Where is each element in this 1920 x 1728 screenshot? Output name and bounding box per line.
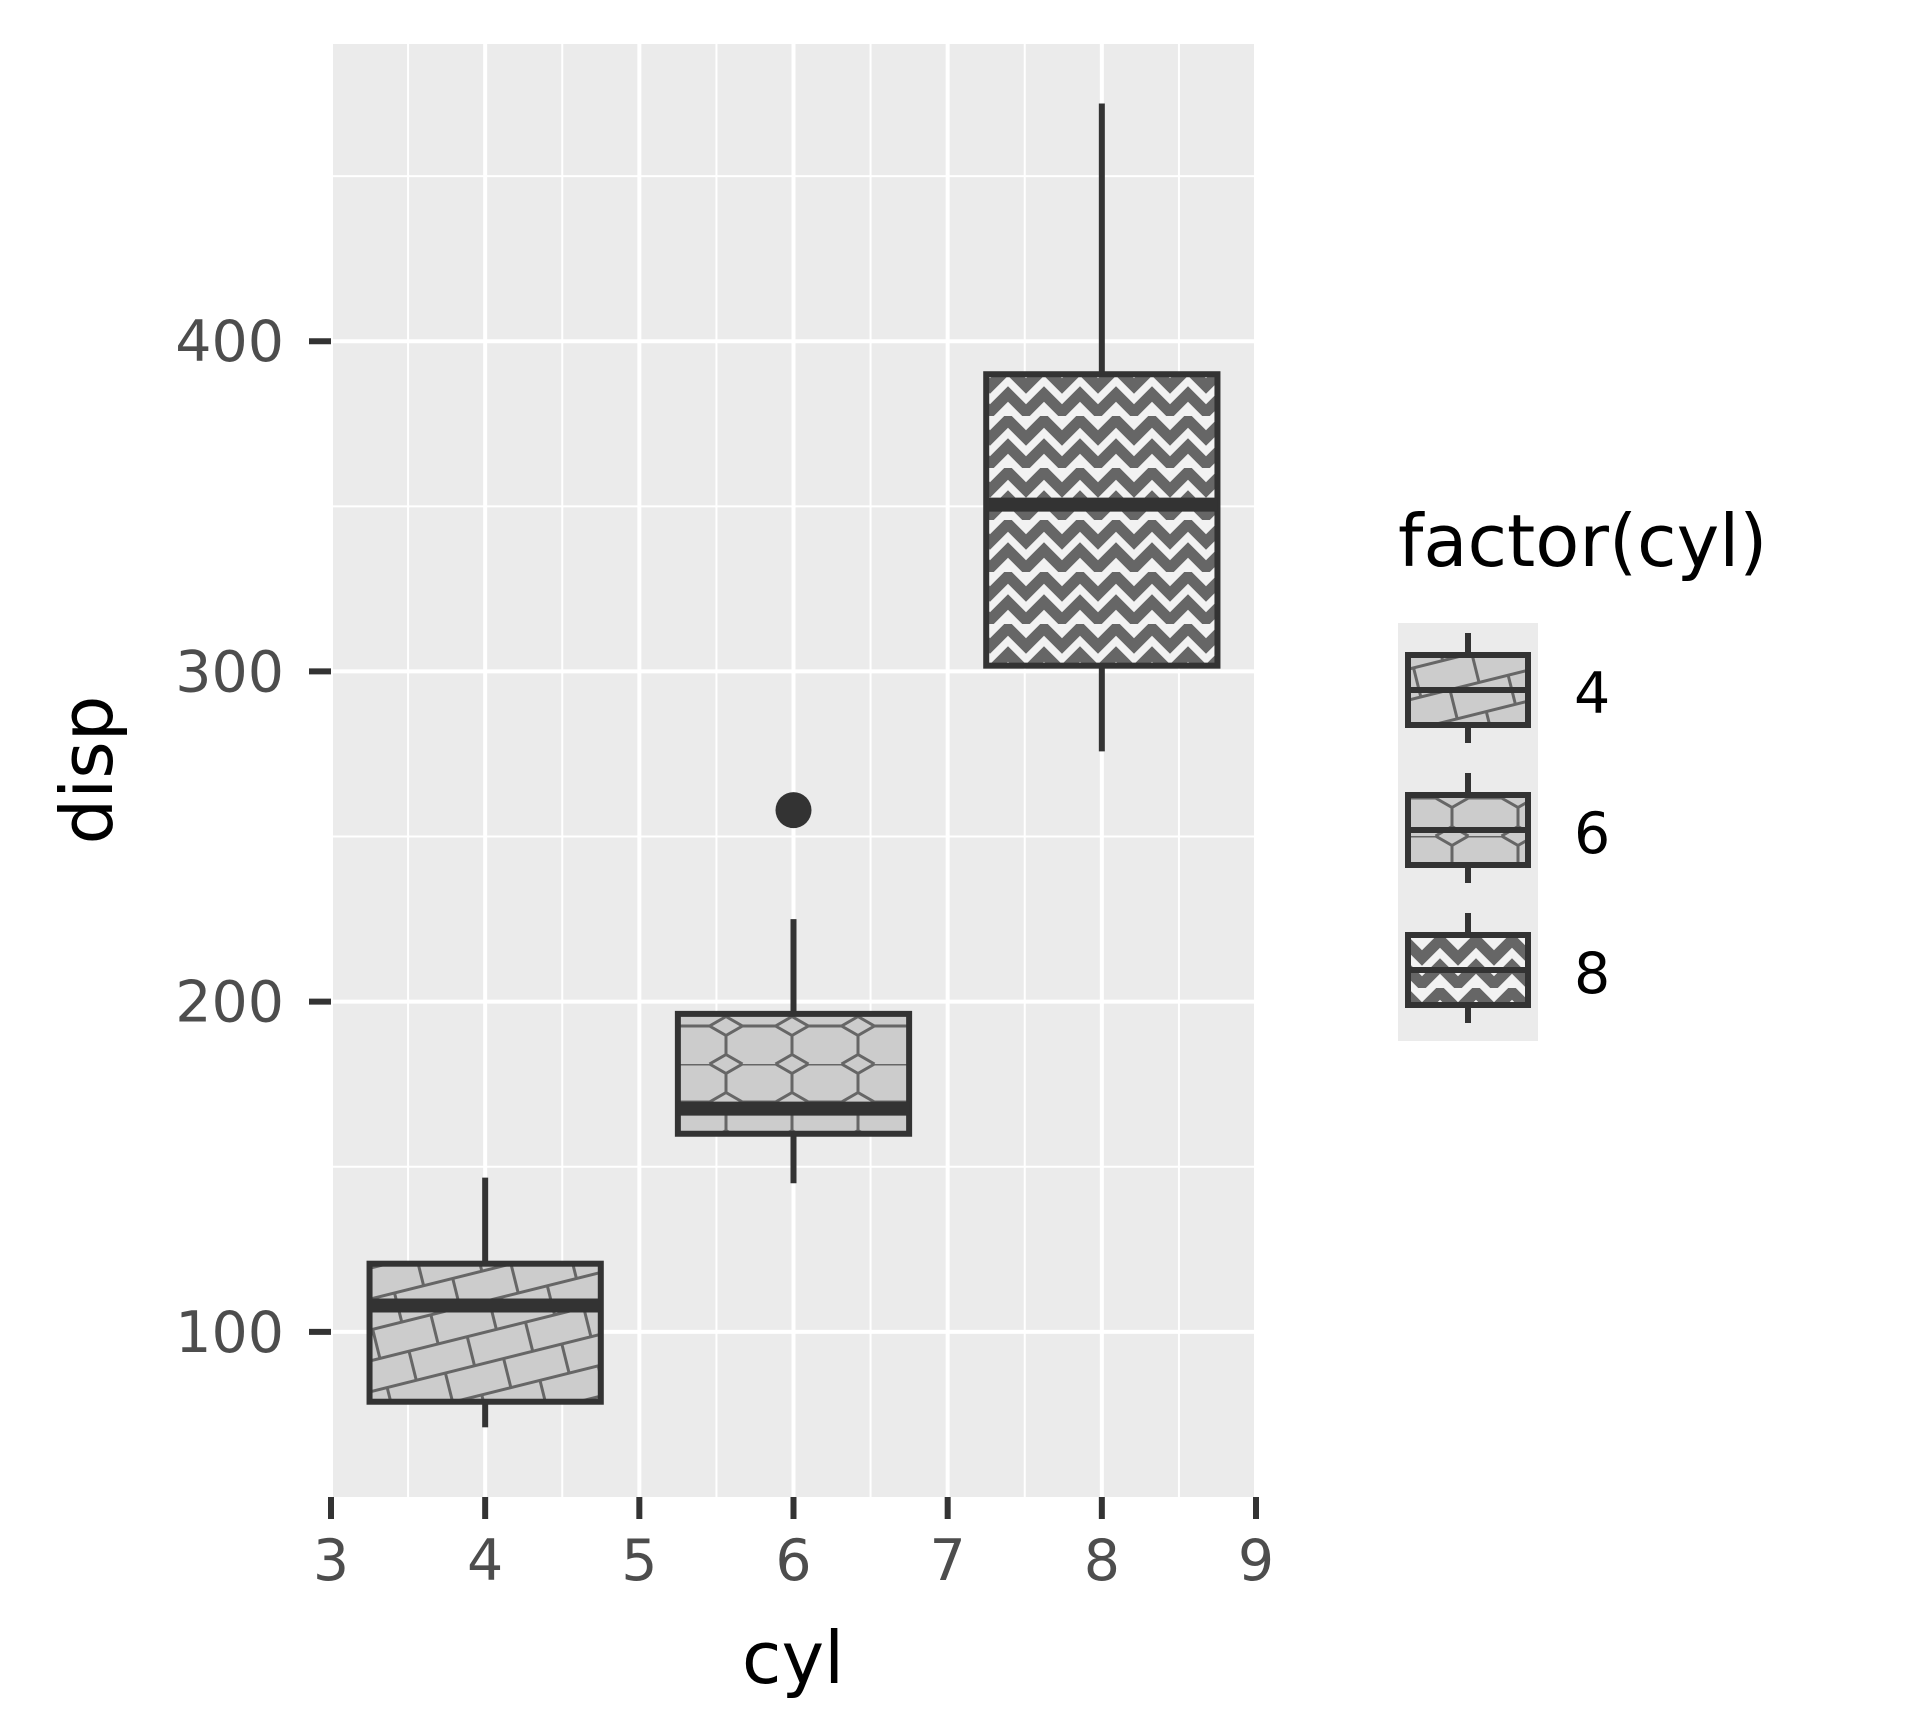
box	[674, 1010, 913, 1137]
x-axis-title: cyl	[742, 1616, 844, 1700]
y-axis: 100 200 300 400	[175, 309, 331, 1366]
legend-entry-6: 6	[1405, 773, 1610, 883]
box	[366, 1260, 604, 1405]
boxplot-series	[366, 103, 1221, 1428]
x-tick-label: 4	[467, 1528, 503, 1594]
outlier-point	[775, 792, 812, 829]
y-axis-title: disp	[45, 696, 129, 845]
legend: factor(cyl) 4 6 8	[1398, 499, 1767, 1041]
legend-label: 6	[1574, 801, 1610, 867]
y-tick-label: 400	[175, 309, 284, 375]
legend-entry-8: 8	[1405, 913, 1610, 1023]
box-group-8	[983, 103, 1221, 752]
legend-label: 4	[1574, 661, 1610, 727]
x-tick-label: 3	[313, 1528, 349, 1594]
x-tick-label: 8	[1084, 1528, 1120, 1594]
legend-label: 8	[1574, 941, 1610, 1007]
x-tick-label: 9	[1238, 1528, 1274, 1594]
x-tick-label: 6	[775, 1528, 811, 1594]
box-group-6	[674, 792, 913, 1184]
y-tick-label: 300	[175, 639, 284, 705]
legend-entry-4: 4	[1405, 633, 1610, 743]
box	[983, 371, 1221, 669]
box-group-4	[366, 1177, 604, 1428]
x-tick-label: 5	[621, 1528, 657, 1594]
y-tick-label: 100	[175, 1300, 284, 1366]
x-tick-label: 7	[930, 1528, 966, 1594]
legend-title: factor(cyl)	[1398, 499, 1767, 583]
y-tick-label: 200	[175, 970, 284, 1036]
x-axis: 3 4 5 6 7 8 9	[313, 1497, 1274, 1594]
